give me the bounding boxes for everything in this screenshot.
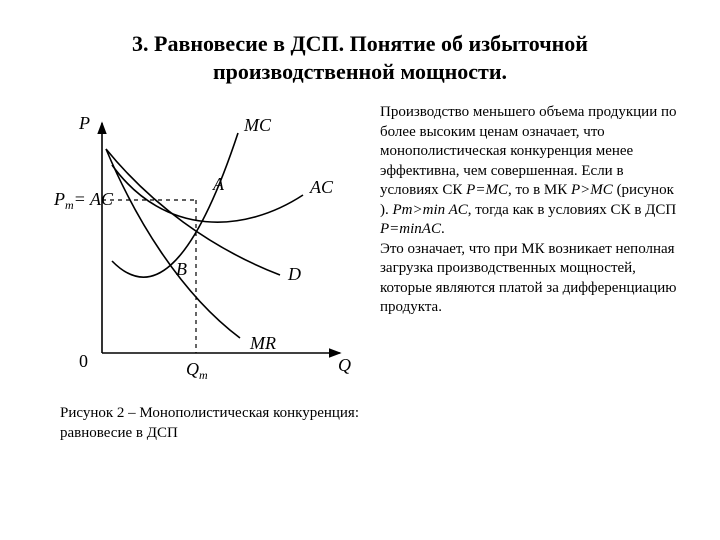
svg-text:MC: MC — [243, 115, 272, 135]
content-row: P 0 Q MC AC D MR A B Pm= AC Qm Рисунок 2 – Монопол… — [40, 103, 680, 444]
chart-box: P 0 Q MC AC D MR A B Pm= AC Qm — [40, 103, 360, 393]
svg-text:0: 0 — [79, 351, 88, 371]
svg-text:D: D — [287, 264, 301, 284]
svg-text:MR: MR — [249, 333, 276, 353]
svg-text:Pm= AC: Pm= AC — [53, 189, 114, 212]
svg-text:Q: Q — [338, 355, 351, 375]
economics-chart: P 0 Q MC AC D MR A B Pm= AC Qm — [40, 103, 360, 393]
figure-caption: Рисунок 2 – Монополистическая конкуренци… — [40, 403, 360, 444]
svg-text:A: A — [212, 174, 225, 194]
left-column: P 0 Q MC AC D MR A B Pm= AC Qm Рисунок 2 – Монопол… — [40, 103, 360, 444]
svg-text:B: B — [176, 259, 187, 279]
body-text: Производство меньшего объема продукции п… — [380, 103, 680, 444]
svg-text:AC: AC — [309, 177, 334, 197]
svg-text:Qm: Qm — [186, 359, 208, 382]
svg-text:P: P — [78, 113, 90, 133]
page-title: 3. Равновесие в ДСП. Понятие об избыточн… — [40, 30, 680, 85]
